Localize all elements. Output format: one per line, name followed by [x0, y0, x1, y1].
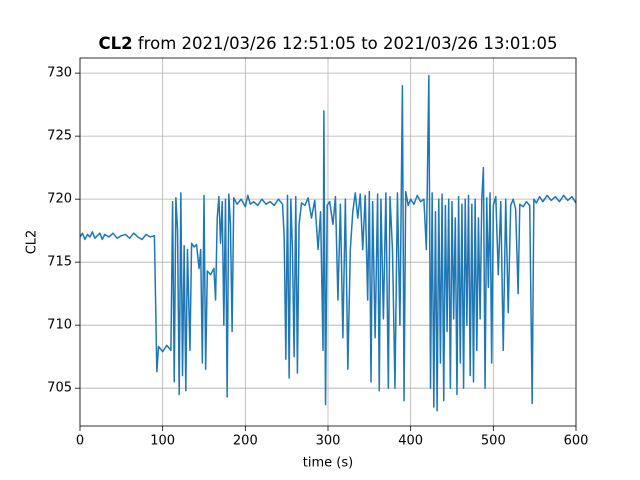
data-line: [79, 74, 577, 412]
x-tick-label: 400: [398, 434, 423, 449]
x-tick-label: 0: [76, 434, 84, 449]
plot-frame: [79, 57, 577, 427]
x-tick-label: 500: [481, 434, 506, 449]
x-tick-label: 300: [316, 434, 341, 449]
y-tick-label: 730: [47, 66, 72, 81]
x-tick-label: 600: [564, 434, 589, 449]
y-tick-label: 720: [47, 192, 72, 207]
chart-title: CL2 from 2021/03/26 12:51:05 to 2021/03/…: [99, 34, 558, 53]
y-tick-label: 715: [47, 255, 72, 270]
x-tick-label: 100: [150, 434, 175, 449]
title-rest: from 2021/03/26 12:51:05 to 2021/03/26 1…: [133, 34, 558, 53]
x-axis-label: time (s): [303, 456, 353, 471]
y-tick-label: 705: [47, 381, 72, 396]
y-axis-label: CL2: [25, 230, 40, 255]
y-tick-label: 710: [47, 318, 72, 333]
y-tick-label: 725: [47, 129, 72, 144]
x-tick-label: 200: [233, 434, 258, 449]
title-bold: CL2: [99, 34, 133, 53]
